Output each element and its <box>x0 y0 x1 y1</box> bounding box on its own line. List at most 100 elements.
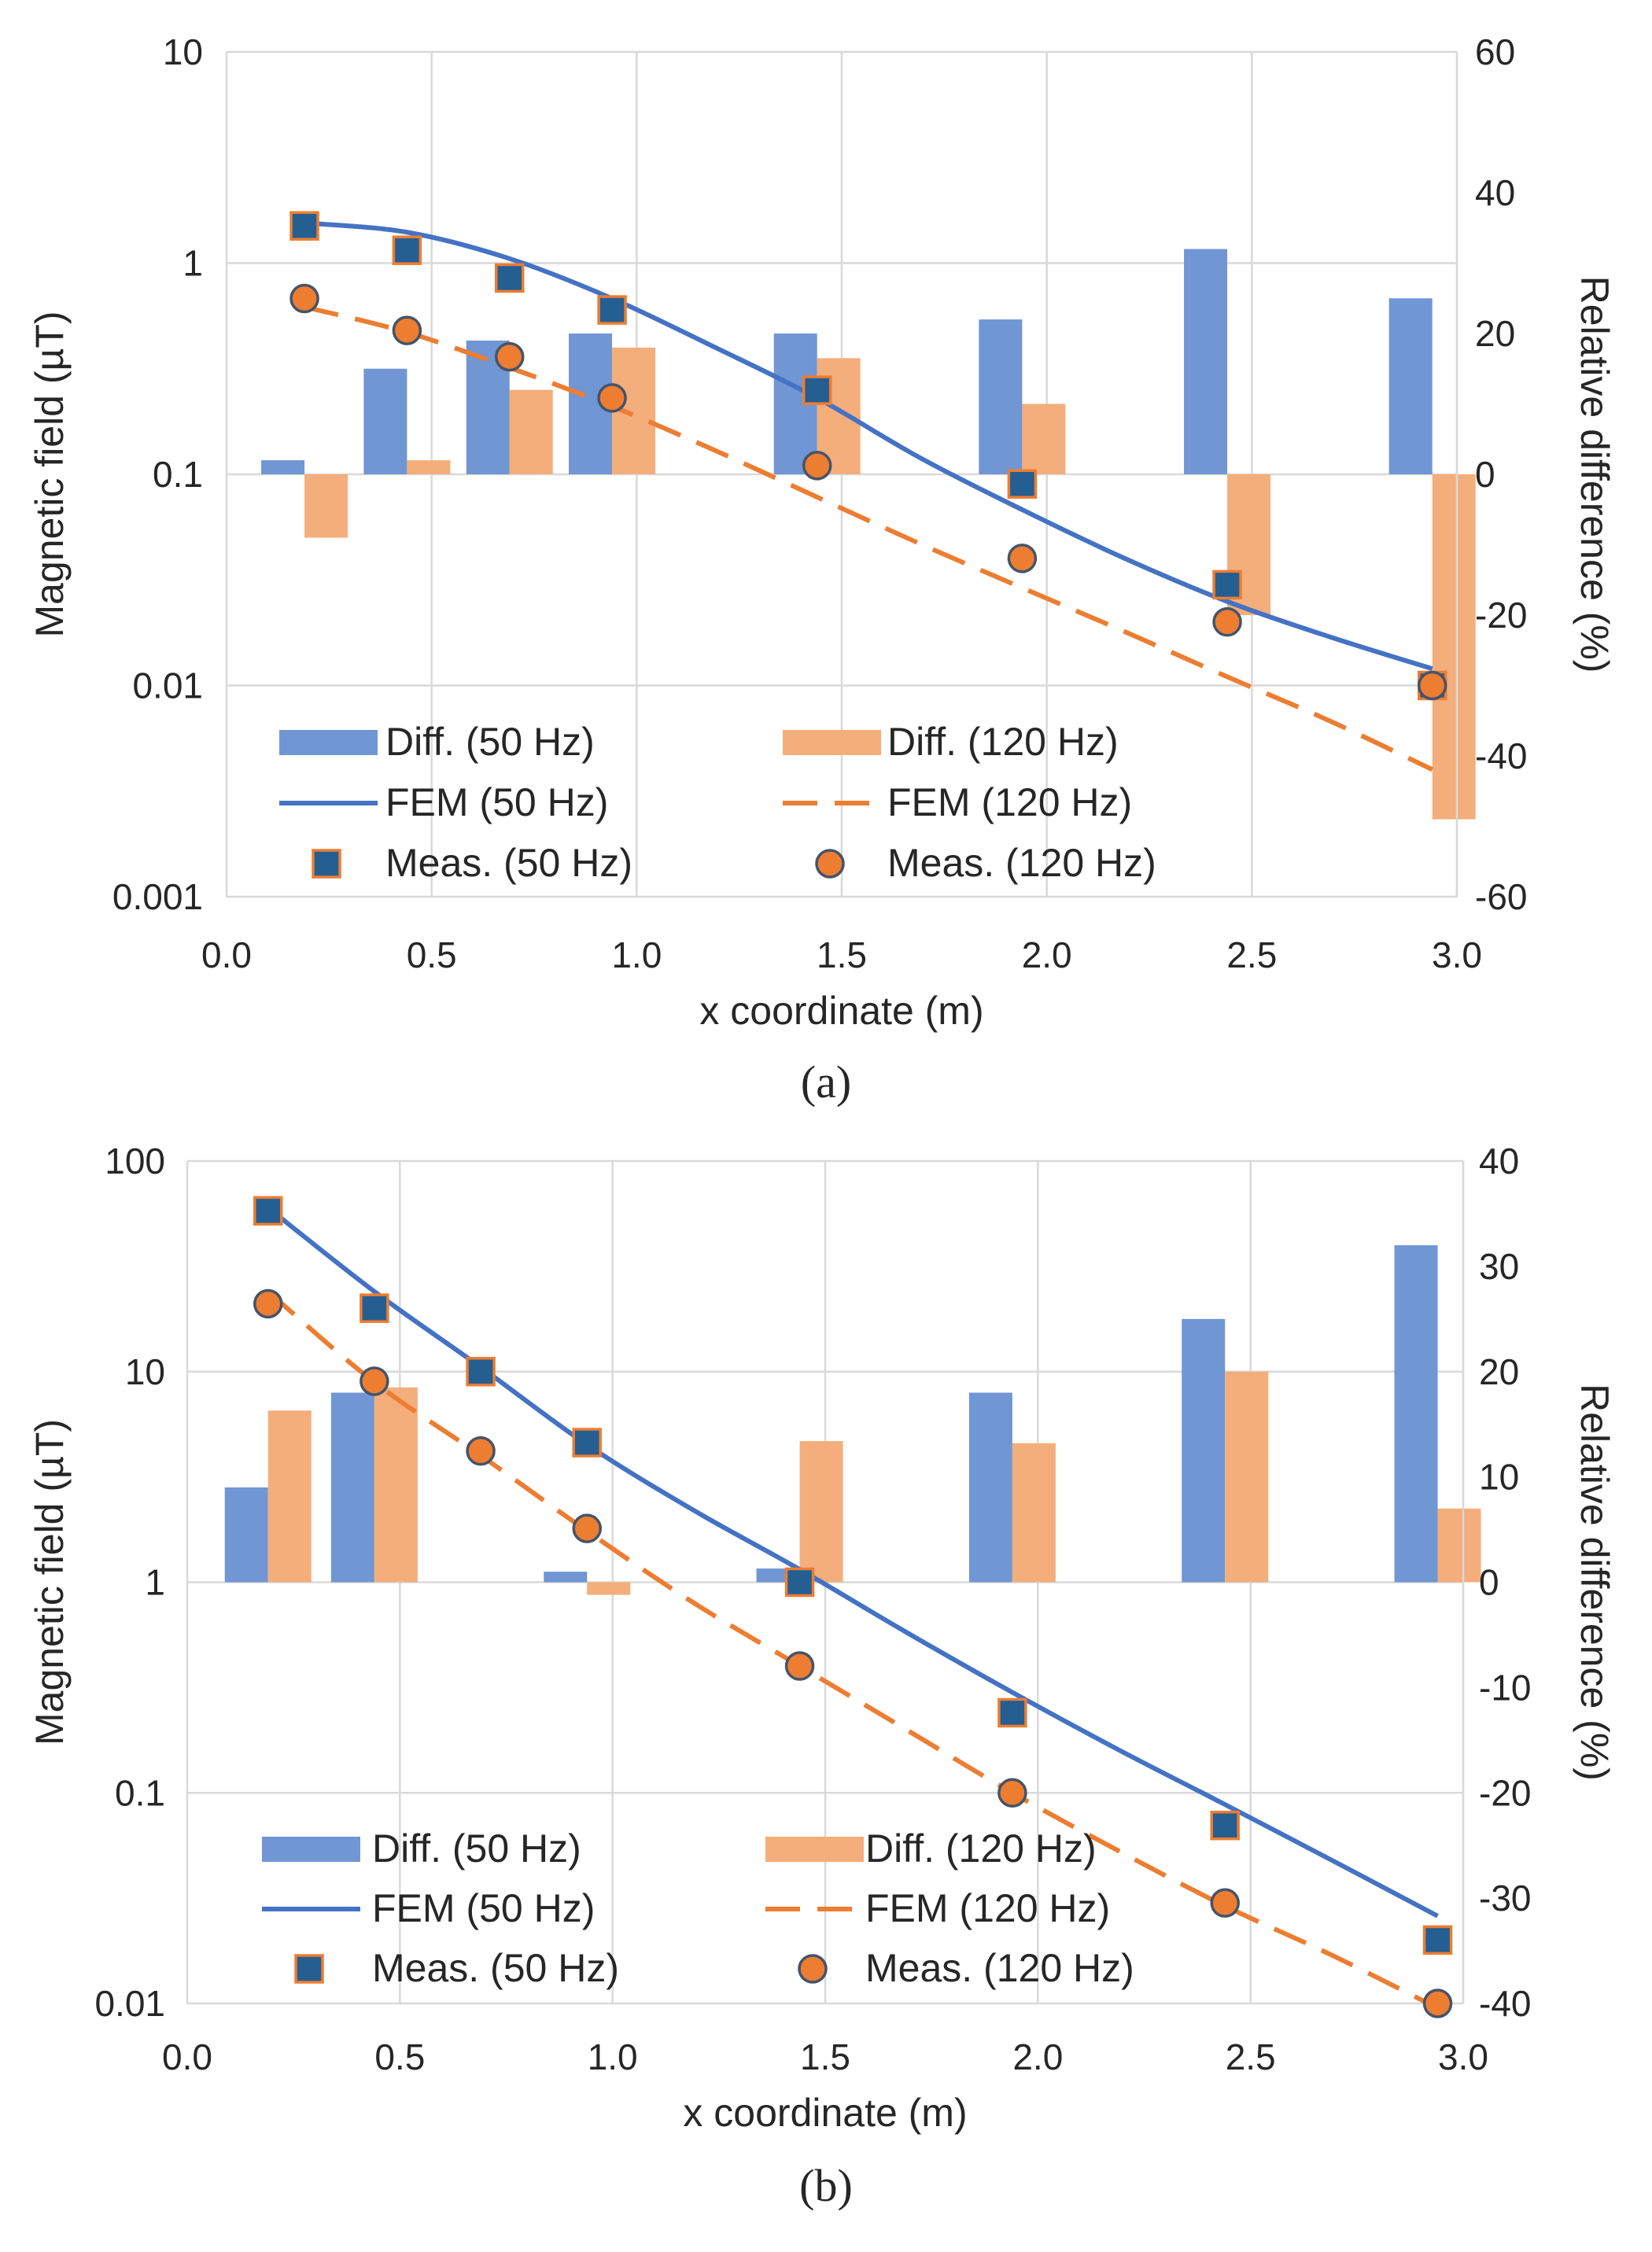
bar-diff-120hz <box>407 460 451 474</box>
bar-diff-50hz <box>330 1392 374 1583</box>
y-right-tick-label: -40 <box>1479 1983 1531 2024</box>
marker-meas-50hz <box>597 295 627 325</box>
legend-label: FEM (120 Hz) <box>887 780 1132 824</box>
legend-label: Diff. (120 Hz) <box>865 1826 1097 1871</box>
y-left-tick-label: 0.01 <box>94 1983 165 2024</box>
y-right-tick-label: -10 <box>1479 1667 1531 1708</box>
y-right-tick-label: 20 <box>1475 313 1515 354</box>
bar-diff-50hz <box>1394 1245 1438 1583</box>
line-fem-120hz <box>304 304 1434 772</box>
legend-swatch-meas-50hz <box>312 849 341 879</box>
legend-label: Meas. (50 Hz) <box>385 841 632 885</box>
marker-meas-50hz <box>392 235 422 265</box>
marker-meas-50hz <box>466 1357 496 1387</box>
x-tick-label: 2.0 <box>1022 934 1072 975</box>
marker-meas-120hz <box>997 1778 1027 1808</box>
legend: Diff. (50 Hz) Diff. (120 Hz) FEM (50 Hz) FE… <box>262 1826 1134 1990</box>
marker-meas-120hz <box>253 1288 283 1319</box>
bar-diff-120hz <box>304 474 348 538</box>
legend: Diff. (50 Hz) Diff. (120 Hz) FEM (50 Hz) FE… <box>279 720 1156 885</box>
line-fem-50hz <box>266 1206 1439 1918</box>
legend-swatch-diff-50hz <box>279 730 378 755</box>
marker-meas-50hz <box>1422 1925 1453 1955</box>
marker-meas-50hz <box>1212 569 1242 600</box>
legend-label: FEM (50 Hz) <box>385 780 608 824</box>
marker-meas-50hz <box>1007 469 1038 499</box>
x-tick-label: 0.0 <box>162 2036 212 2077</box>
bar-diff-50hz <box>979 319 1023 474</box>
marker-meas-50hz <box>572 1428 602 1458</box>
figure-caption: (a) <box>801 1056 851 1108</box>
legend-swatch-meas-120hz <box>798 1954 828 1984</box>
legend-swatch-diff-120hz <box>765 1837 864 1862</box>
legend-label: Meas. (120 Hz) <box>865 1946 1134 1990</box>
y-right-tick-label: 60 <box>1475 31 1515 72</box>
x-tick-label: 1.5 <box>800 2036 850 2077</box>
y-right-tick-label: 10 <box>1479 1457 1519 1498</box>
y-right-tick-label: -60 <box>1475 876 1527 917</box>
bar-diff-120hz <box>1225 1371 1269 1583</box>
bar-diff-50hz <box>363 368 407 474</box>
y-right-tick-label: -20 <box>1475 595 1527 636</box>
marker-meas-120hz <box>1422 1988 1453 2018</box>
y-right-tick-label: -40 <box>1475 735 1527 776</box>
bar-diff-120hz <box>1437 1508 1481 1583</box>
legend-swatch-meas-120hz <box>815 849 845 879</box>
y-left-tick-label: 0.01 <box>132 665 203 706</box>
marker-meas-120hz <box>1212 606 1242 637</box>
y-left-tick-label: 1 <box>145 1562 165 1603</box>
y-left-tick-label: 0.1 <box>153 454 203 495</box>
marker-meas-50hz <box>494 263 525 293</box>
y-right-tick-label: -30 <box>1479 1878 1531 1918</box>
marker-meas-120hz <box>494 341 525 372</box>
marker-meas-120hz <box>392 315 422 345</box>
bar-diff-50hz <box>968 1392 1012 1583</box>
y-right-tick-label: 0 <box>1479 1562 1499 1603</box>
marker-meas-50hz <box>802 375 832 405</box>
y-right-axis-title: Relative difference (%) <box>1573 276 1617 673</box>
bar-diff-50hz <box>224 1487 268 1583</box>
y-right-tick-label: 30 <box>1479 1246 1519 1287</box>
bar-diff-120hz <box>587 1582 631 1595</box>
legend-label: Diff. (50 Hz) <box>385 720 595 764</box>
marker-meas-50hz <box>784 1567 815 1598</box>
chart-b: 0.01 0.1 1 10 100 -40 -30 -20 -10 0 10 20 30 40 0.0 0.5… <box>28 1141 1617 2211</box>
legend-swatch-diff-120hz <box>783 730 881 755</box>
marker-meas-120hz <box>572 1513 602 1543</box>
marker-meas-120hz <box>1417 670 1447 701</box>
chart-a: 0.001 0.01 0.1 1 10 -60 -40 -20 0 20 40 60 0.0 0.5 1.0… <box>28 31 1617 1108</box>
y-left-axis-title: Magnetic field (µT) <box>28 1419 72 1745</box>
legend-label: FEM (120 Hz) <box>865 1886 1110 1930</box>
x-tick-label: 1.5 <box>817 934 867 975</box>
legend-label: Diff. (120 Hz) <box>887 720 1119 764</box>
bars <box>261 249 1476 820</box>
bar-diff-50hz <box>261 460 305 474</box>
x-tick-label: 0.5 <box>374 2036 425 2077</box>
marker-meas-50hz <box>1210 1810 1240 1841</box>
y-right-tick-label: 0 <box>1475 454 1495 495</box>
bar-diff-120hz <box>509 389 553 474</box>
y-right-axis-title: Relative difference (%) <box>1573 1384 1617 1781</box>
bar-diff-50hz <box>544 1572 588 1583</box>
marker-meas-50hz <box>289 211 319 241</box>
y-right-tick-label: 40 <box>1479 1141 1519 1181</box>
bar-diff-120hz <box>799 1441 843 1583</box>
bar-diff-50hz <box>1182 1318 1226 1583</box>
x-tick-label: 1.0 <box>588 2036 638 2077</box>
x-tick-label: 3.0 <box>1438 2036 1488 2077</box>
y-right-tick-label: 20 <box>1479 1351 1519 1392</box>
bar-diff-50hz <box>1388 298 1433 474</box>
y-left-tick-label: 1 <box>183 243 203 284</box>
bar-diff-50hz <box>1184 249 1228 474</box>
legend-label: Meas. (50 Hz) <box>372 1946 619 1990</box>
bar-diff-120hz <box>267 1410 312 1583</box>
legend-swatch-diff-50hz <box>262 1837 360 1862</box>
marker-meas-50hz <box>997 1697 1027 1728</box>
y-left-tick-label: 0.001 <box>112 876 203 917</box>
legend-swatch-meas-50hz <box>294 1954 324 1984</box>
x-tick-label: 0.5 <box>407 934 457 975</box>
marker-meas-120hz <box>802 451 832 481</box>
x-axis-title: x coordinate (m) <box>699 989 983 1033</box>
x-tick-label: 0.0 <box>201 934 252 975</box>
x-tick-label: 2.0 <box>1012 2036 1063 2077</box>
